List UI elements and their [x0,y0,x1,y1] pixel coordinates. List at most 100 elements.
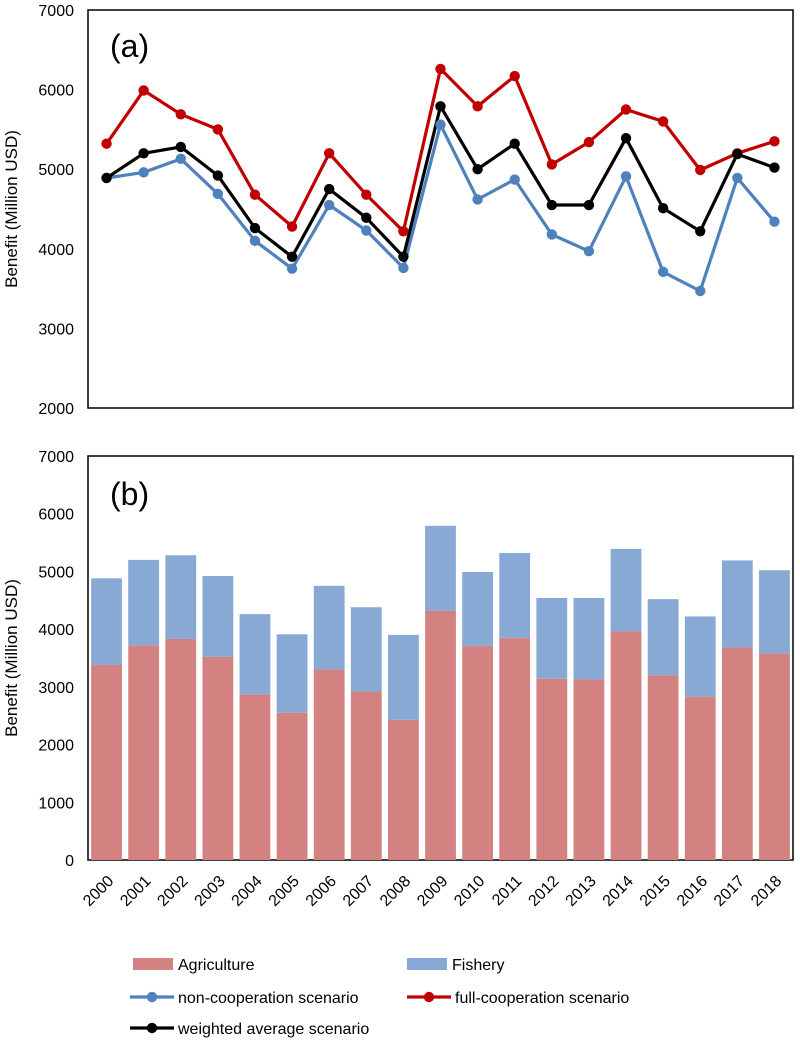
data-point-non-cooperation-2009 [435,119,446,130]
x-tick-label: 2010 [451,873,488,910]
bar-fishery-2002 [165,555,197,639]
data-point-full-cooperation-2006 [323,148,335,159]
x-tick-label: 2006 [303,873,340,910]
y-axis-label-b: Benefit (Million USD) [2,579,21,737]
bar-agriculture-2017 [721,647,753,860]
data-point-weighted-2010 [472,164,483,175]
bar-agriculture-2018 [759,653,790,860]
bar-agriculture-2004 [239,694,271,860]
bar-fishery-2013 [573,597,605,680]
x-tick-label: 2007 [340,873,377,910]
y-tick-label-b: 7000 [38,449,74,466]
x-tick-label: 2000 [80,873,117,910]
data-point-weighted-2015 [657,203,669,214]
data-point-full-cooperation-2012 [546,159,558,170]
data-point-weighted-2007 [361,212,372,223]
legend-swatch-fishery [407,958,447,970]
data-point-full-cooperation-2016 [695,164,706,176]
bar-agriculture-2002 [165,638,197,860]
bar-agriculture-2008 [387,719,419,860]
x-tick-label: 2004 [229,873,266,910]
data-point-weighted-2001 [138,148,149,159]
x-tick-label: 2002 [154,873,191,910]
y-ticks-a: 2000 3000 4000 5000 6000 7000 [38,3,74,418]
x-tick-label: 2011 [489,873,525,909]
data-point-non-cooperation-2006 [323,199,335,211]
y-tick-label-a: 6000 [38,83,74,100]
y-tick-label-b: 5000 [38,564,74,581]
bar-fishery-2011 [499,552,531,638]
data-point-non-cooperation-2004 [249,235,261,247]
bar-fishery-2005 [276,634,308,713]
x-tick-label: 2001 [117,873,154,910]
data-point-weighted-2008 [398,251,409,262]
data-point-weighted-2000 [101,172,112,184]
y-tick-label-a: 3000 [38,321,74,338]
data-point-full-cooperation-2007 [361,189,372,200]
x-tick-label: 2013 [563,873,600,910]
data-point-weighted-2009 [435,101,446,112]
x-tick-label: 2016 [674,873,711,910]
data-point-full-cooperation-2000 [101,138,112,149]
legend-swatch-agriculture [133,958,173,970]
data-point-non-cooperation-2008 [398,262,409,274]
data-point-weighted-2018 [769,162,780,173]
data-point-non-cooperation-2013 [583,245,595,257]
data-point-non-cooperation-2017 [732,172,743,184]
bar-fishery-2008 [387,634,419,720]
x-tick-label: 2005 [266,873,303,910]
x-tick-label: 2018 [748,873,785,910]
data-point-non-cooperation-2011 [509,174,520,185]
data-point-full-cooperation-2018 [769,136,780,147]
y-tick-label-a: 7000 [38,3,74,20]
bar-fishery-2001 [128,559,160,646]
data-point-non-cooperation-2010 [472,194,483,205]
y-tick-label-a: 5000 [38,162,74,179]
bar-fishery-2016 [684,616,716,697]
bar-agriculture-2006 [313,669,345,860]
data-point-weighted-2017 [732,148,743,160]
y-tick-label-b: 6000 [38,507,74,524]
data-point-weighted-2013 [583,199,595,211]
legend-label: weighted average scenario [177,1021,369,1038]
y-tick-label-a: 2000 [38,401,74,418]
data-point-full-cooperation-2008 [398,226,409,237]
data-point-full-cooperation-2001 [138,85,149,96]
data-point-weighted-2011 [509,138,520,149]
bar-fishery-2007 [350,607,382,692]
bar-fishery-2004 [239,614,271,695]
bar-agriculture-2001 [128,645,160,860]
bar-fishery-2000 [91,578,122,665]
bar-agriculture-2015 [647,675,679,860]
x-tick-label: 2012 [525,873,562,910]
bar-agriculture-2011 [499,637,531,860]
y-axis-label-a: Benefit (Million USD) [2,130,21,288]
legend-label: Fishery [452,957,504,974]
x-tick-label: 2015 [637,873,674,910]
bar-agriculture-2000 [91,664,122,860]
legend-label: Agriculture [178,957,255,974]
data-point-weighted-2005 [286,251,298,262]
data-point-non-cooperation-2001 [138,167,149,178]
bar-fishery-2015 [647,599,679,676]
legend-marker-full-cooperation [423,991,435,1003]
bar-agriculture-2005 [276,712,308,860]
data-point-weighted-2002 [175,141,186,153]
series-line-full-cooperation-scenario [105,67,775,233]
bar-agriculture-2013 [573,679,605,860]
data-point-weighted-2003 [212,170,224,181]
legend-marker-non-cooperation [146,991,158,1003]
plot-frame-a [87,9,794,409]
y-tick-label-b: 1000 [38,795,74,812]
data-point-weighted-2014 [620,132,632,144]
y-tick-label-b: 3000 [38,680,74,697]
data-point-full-cooperation-2011 [509,70,520,82]
data-point-full-cooperation-2009 [435,63,446,75]
bar-fishery-2006 [313,585,345,670]
bar-agriculture-2003 [202,656,234,860]
data-point-weighted-2016 [695,226,706,237]
y-tick-label-b: 2000 [38,738,74,755]
data-point-weighted-2004 [249,222,261,234]
y-ticks-b: 0 1000 2000 3000 4000 5000 6000 7000 [38,449,74,870]
data-point-non-cooperation-2007 [361,225,372,236]
